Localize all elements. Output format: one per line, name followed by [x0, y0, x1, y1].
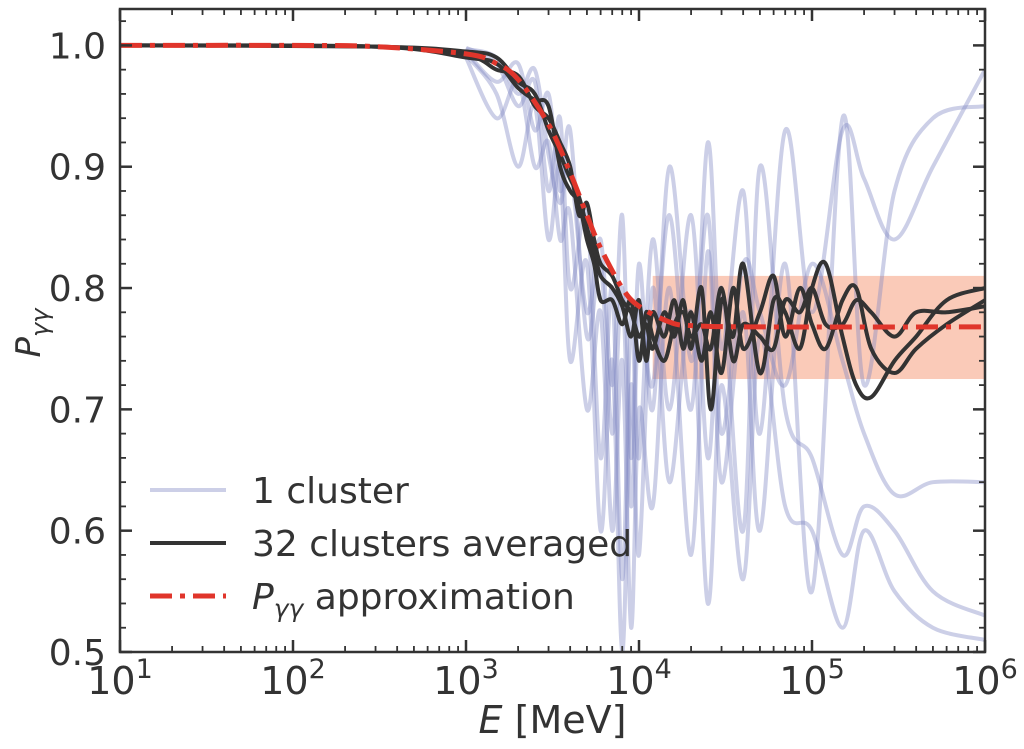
series-averaged-8 — [120, 43, 985, 364]
legend-label-single: 1 cluster — [252, 471, 409, 512]
series-approx-0 — [120, 42, 985, 330]
legend-label-averaged: 32 clusters averaged — [252, 524, 632, 565]
legend-label-approx: Pγγ approximation — [252, 577, 575, 623]
series-single-3 — [465, 45, 985, 618]
y-axis-label: Pγγ — [9, 307, 54, 358]
axes: 101 102 103 104 105 106 0.5 0.6 0.7 0.8 0.9 1.0 E [M… — [9, 7, 1018, 742]
x-tick-label: 103 — [433, 654, 499, 703]
y-tick-label: 0.6 — [49, 512, 106, 553]
x-tick-label: 101 — [87, 654, 153, 703]
plot-clip-group — [120, 42, 985, 652]
x-tick-label: 104 — [606, 654, 672, 703]
y-tick-label: 0.5 — [49, 633, 106, 674]
x-tick-label: 106 — [952, 654, 1018, 703]
series-single-1 — [464, 50, 985, 509]
x-tick-label: 105 — [779, 654, 845, 703]
y-tick-label: 0.8 — [49, 269, 106, 310]
x-tick-label: 102 — [260, 654, 326, 703]
plot-frame — [118, 7, 987, 654]
plot-area — [120, 42, 985, 652]
y-tick-label: 1.0 — [49, 26, 106, 67]
x-axis-label: E [MeV] — [479, 698, 627, 742]
series-averaged-7 — [120, 43, 985, 376]
y-tick-label: 0.7 — [49, 390, 106, 431]
legend: 1 cluster 32 clusters averaged Pγγ approxi… — [150, 471, 632, 623]
y-tick-label: 0.9 — [49, 148, 106, 189]
